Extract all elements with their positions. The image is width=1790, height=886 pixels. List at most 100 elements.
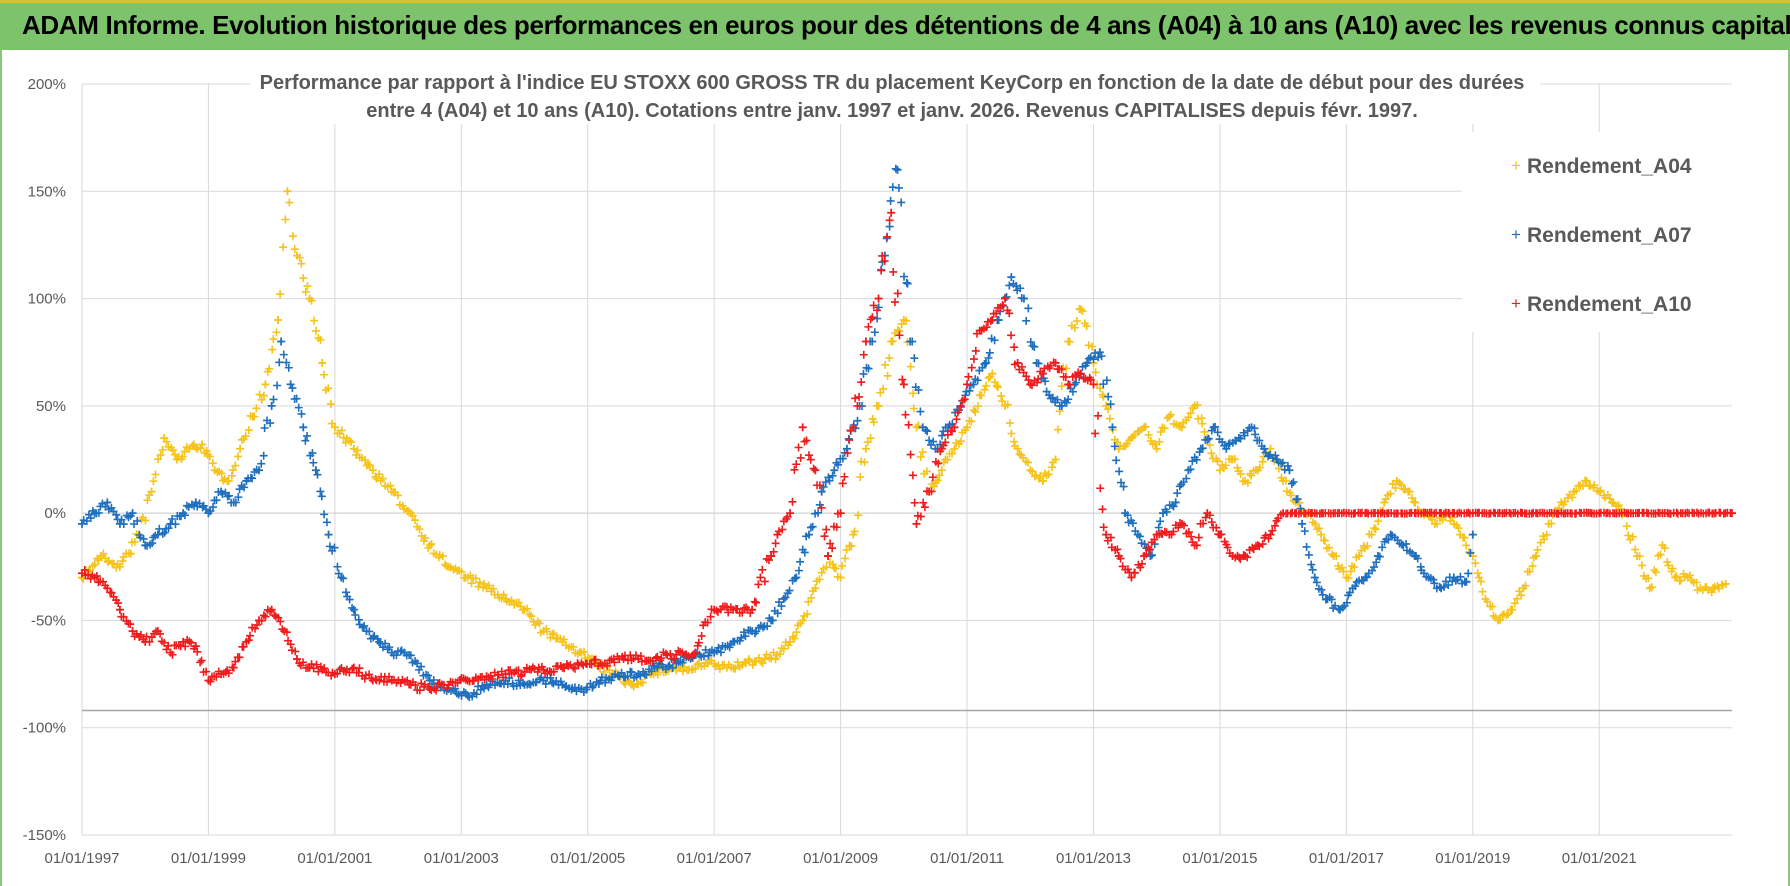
- data-point: [1116, 554, 1125, 563]
- data-point: [286, 380, 295, 389]
- data-point: [512, 681, 521, 690]
- data-point: [514, 666, 523, 675]
- data-point: [1106, 533, 1115, 542]
- data-point: [316, 487, 325, 496]
- data-point: [1266, 530, 1275, 539]
- data-point: [224, 669, 233, 678]
- data-point: [438, 552, 447, 561]
- data-points: [78, 164, 1736, 702]
- data-point: [368, 466, 377, 475]
- data-point: [767, 654, 776, 663]
- data-point: [779, 644, 788, 653]
- data-point: [291, 647, 300, 656]
- data-point: [191, 498, 200, 507]
- data-point: [115, 605, 124, 614]
- data-point: [415, 525, 424, 534]
- data-point: [1285, 466, 1294, 475]
- data-point: [950, 423, 959, 432]
- data-point: [691, 664, 700, 673]
- legend-label-a04: Rendement_A04: [1527, 155, 1692, 178]
- data-point: [1451, 576, 1460, 585]
- data-point: [1528, 561, 1537, 570]
- data-point: [893, 326, 902, 335]
- data-point: [990, 336, 999, 345]
- data-point: [738, 608, 747, 617]
- data-point: [781, 593, 790, 602]
- x-tick-label: 01/01/2013: [1056, 850, 1131, 867]
- data-point: [984, 354, 993, 363]
- data-point: [499, 590, 508, 599]
- data-point: [1138, 559, 1146, 568]
- data-point: [792, 628, 801, 637]
- data-point: [731, 664, 740, 673]
- data-point: [861, 444, 870, 453]
- data-point: [1384, 535, 1393, 544]
- data-point: [1478, 587, 1487, 596]
- data-point: [324, 384, 333, 393]
- data-point: [1692, 578, 1701, 587]
- data-point: [1026, 466, 1035, 475]
- data-point: [326, 400, 335, 409]
- data-point: [760, 577, 769, 586]
- data-point: [1198, 419, 1207, 428]
- data-point: [299, 423, 308, 432]
- data-point: [941, 438, 950, 447]
- data-point: [1502, 611, 1511, 620]
- data-point: [103, 558, 112, 567]
- data-point: [605, 656, 614, 665]
- data-point: [1199, 519, 1208, 528]
- data-point: [889, 267, 898, 276]
- data-point: [1235, 553, 1244, 562]
- data-point: [811, 466, 820, 475]
- data-point: [982, 323, 991, 332]
- data-point: [878, 251, 887, 260]
- data-point: [1533, 545, 1542, 554]
- data-point: [1302, 542, 1311, 551]
- data-point: [1099, 380, 1108, 389]
- data-point: [694, 638, 703, 647]
- data-point: [1155, 437, 1164, 446]
- data-point: [1378, 543, 1387, 552]
- data-point: [292, 394, 301, 403]
- data-point: [1106, 400, 1115, 409]
- series-rendement-a10: [78, 208, 1736, 695]
- data-point: [234, 452, 243, 461]
- data-point: [143, 496, 152, 505]
- data-point: [1171, 498, 1180, 507]
- data-point: [1173, 489, 1182, 498]
- data-point: [231, 657, 240, 666]
- data-point: [261, 612, 270, 621]
- data-point: [992, 309, 1001, 318]
- data-point: [1203, 435, 1212, 444]
- data-point: [1464, 548, 1473, 557]
- data-point: [299, 274, 308, 283]
- data-point: [877, 266, 886, 275]
- data-point: [910, 498, 919, 507]
- data-point: [229, 663, 238, 672]
- data-point: [1156, 427, 1165, 436]
- data-point: [805, 530, 814, 539]
- data-point: [1178, 423, 1186, 432]
- data-point: [1685, 571, 1694, 580]
- data-point: [1165, 412, 1174, 421]
- data-point: [1622, 522, 1631, 531]
- data-point: [1076, 305, 1085, 314]
- data-point: [779, 594, 788, 603]
- data-point: [156, 451, 165, 460]
- data-point: [647, 667, 656, 676]
- data-point: [1317, 530, 1326, 539]
- data-point: [197, 656, 206, 665]
- data-point: [1013, 358, 1022, 367]
- data-point: [514, 676, 523, 685]
- data-point: [383, 677, 391, 686]
- data-point: [1308, 565, 1317, 574]
- data-point: [1097, 352, 1106, 361]
- data-point: [270, 611, 279, 620]
- data-point: [1192, 541, 1201, 550]
- data-point: [895, 331, 904, 340]
- data-point: [1034, 359, 1043, 368]
- data-point: [902, 316, 911, 325]
- data-point: [1144, 431, 1153, 440]
- data-point: [741, 632, 750, 641]
- data-point: [158, 445, 167, 454]
